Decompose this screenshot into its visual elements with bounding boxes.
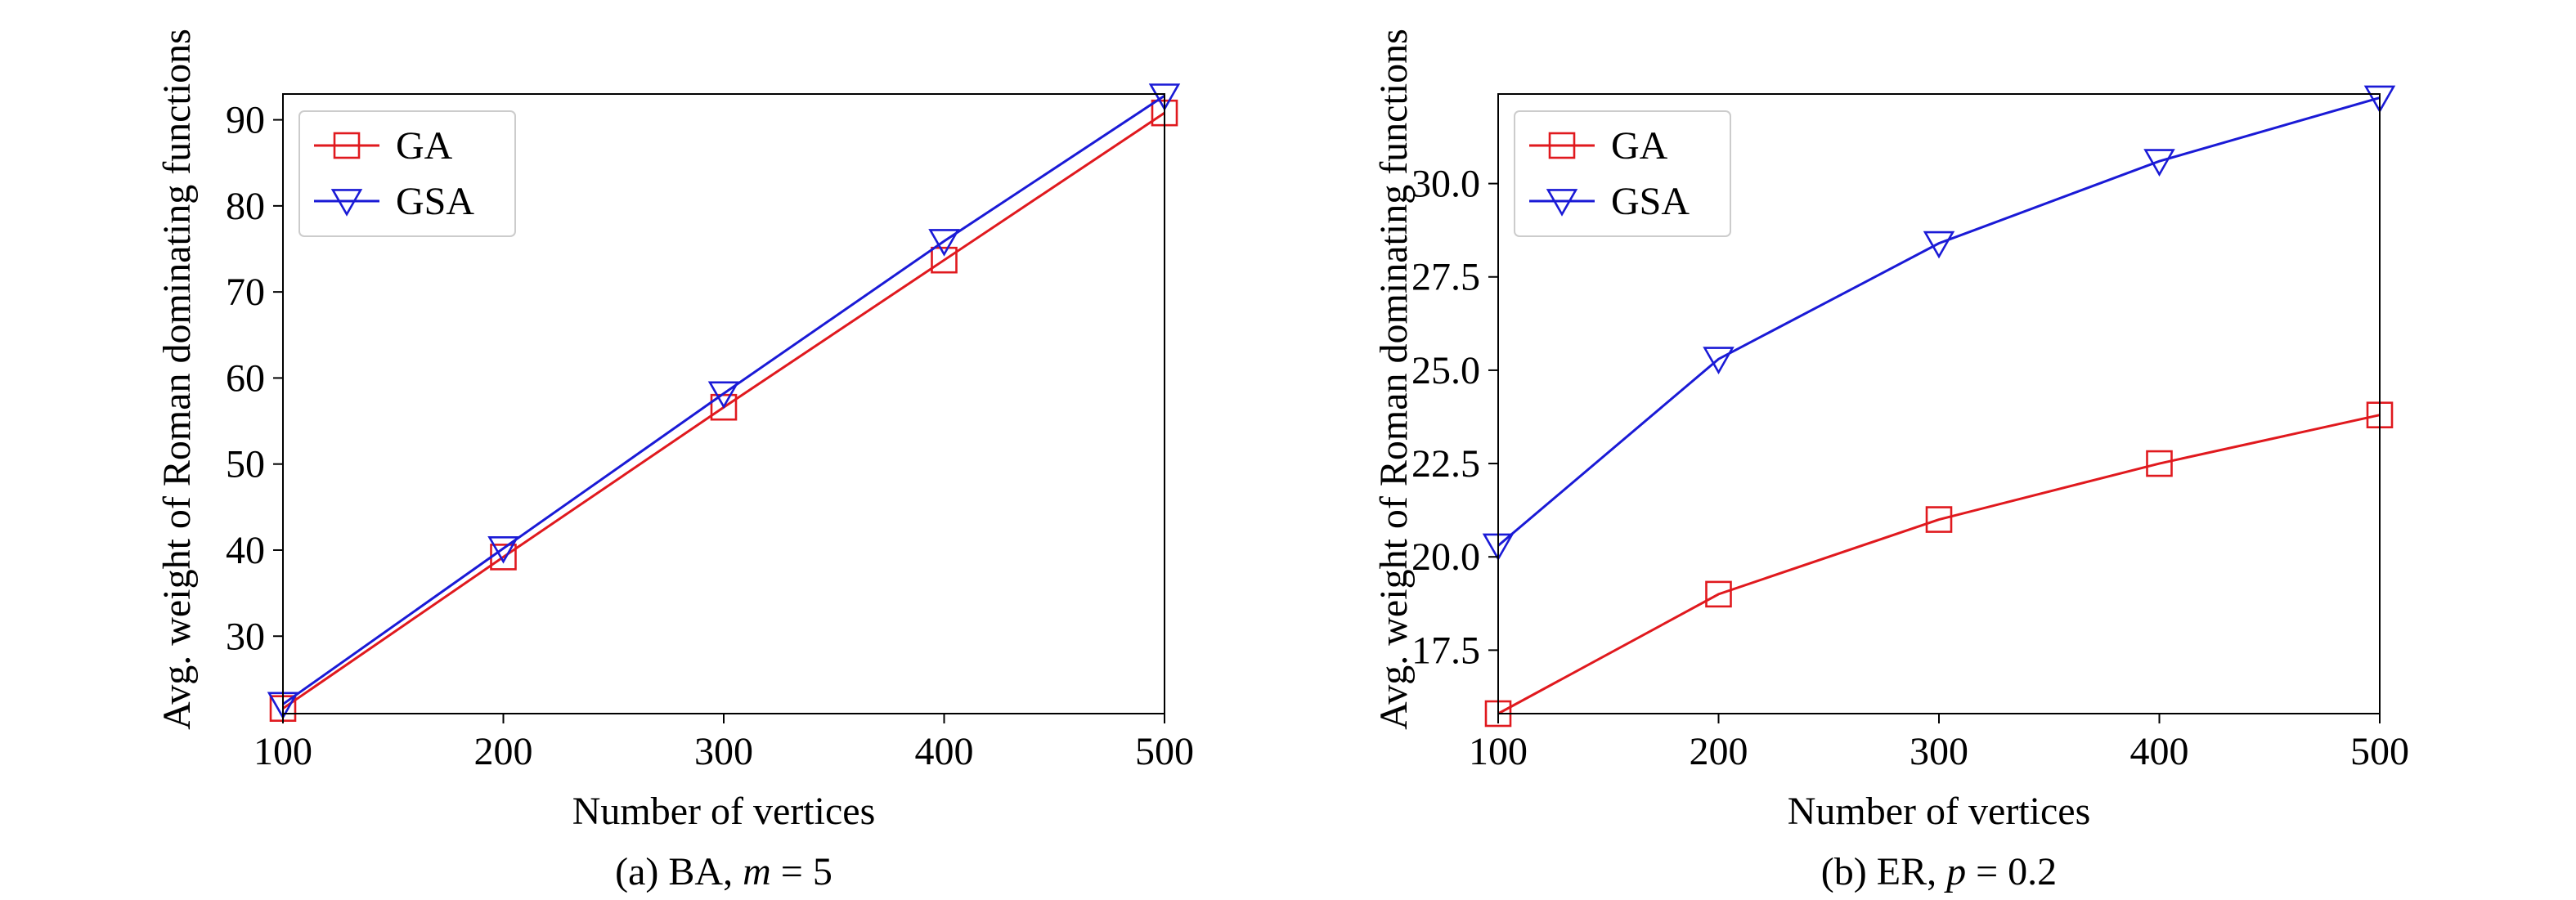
data-point-GSA-400 bbox=[928, 229, 960, 257]
y-tick-label: 60 bbox=[226, 356, 265, 400]
x-axis-label: Number of vertices bbox=[572, 790, 876, 833]
caption-suffix: = 5 bbox=[771, 850, 832, 893]
data-point-GSA-400 bbox=[2143, 149, 2175, 177]
y-tick-label: 80 bbox=[226, 185, 265, 228]
data-point-GA-400 bbox=[931, 246, 958, 274]
legend: GA GSA bbox=[298, 110, 516, 237]
y-tick-label: 30.0 bbox=[1411, 163, 1480, 206]
chart-panel-1: 100 200 300 400 500 17.5 20.0 22.5 25.0 27.5 30.0 N… bbox=[1372, 29, 2409, 893]
legend-marker-GSA bbox=[1546, 189, 1578, 217]
x-axis-label: Number of vertices bbox=[1788, 790, 2091, 833]
caption-prefix: (a) BA, bbox=[615, 850, 743, 893]
legend-label-GA: GA bbox=[1611, 124, 1668, 168]
legend-marker-GSA bbox=[330, 189, 363, 217]
data-point-GSA-500 bbox=[2363, 85, 2396, 114]
y-tick-label: 25.0 bbox=[1411, 349, 1480, 392]
x-tick-label: 200 bbox=[474, 730, 533, 773]
y-axis-label: Avg. weight of Roman dominating function… bbox=[155, 29, 199, 730]
y-tick-label: 22.5 bbox=[1411, 442, 1480, 486]
plot-area bbox=[267, 83, 1181, 722]
series-line-GSA bbox=[282, 94, 1165, 705]
plot-area bbox=[1482, 85, 2396, 728]
legend-label-GSA: GSA bbox=[1611, 180, 1690, 223]
x-tick-label: 400 bbox=[915, 730, 974, 773]
y-tick-label: 40 bbox=[226, 529, 265, 572]
data-point-GSA-200 bbox=[487, 535, 519, 564]
y-tick-label: 30 bbox=[226, 615, 265, 658]
x-tick-label: 100 bbox=[254, 730, 312, 773]
data-point-GA-300 bbox=[710, 393, 738, 421]
y-tick-label: 27.5 bbox=[1411, 256, 1480, 299]
x-tick-label: 400 bbox=[2130, 730, 2189, 773]
data-point-GSA-200 bbox=[1703, 347, 1735, 374]
x-tick-label: 200 bbox=[1690, 730, 1748, 773]
legend-marker-GA bbox=[1548, 132, 1576, 159]
x-tick-label: 300 bbox=[1910, 730, 1968, 773]
series-line-GSA bbox=[1497, 96, 2381, 547]
caption-variable: m bbox=[743, 850, 771, 893]
chart-panel-0: 100 200 300 400 500 30 40 50 60 70 80 90 Number of v… bbox=[155, 29, 1194, 893]
x-tick-label: 300 bbox=[694, 730, 753, 773]
y-tick-label: 17.5 bbox=[1411, 629, 1480, 672]
y-tick-label: 70 bbox=[226, 271, 265, 314]
x-tick-label: 500 bbox=[1135, 730, 1194, 773]
data-point-GSA-300 bbox=[707, 381, 740, 410]
y-tick-label: 90 bbox=[226, 99, 265, 142]
data-point-GSA-300 bbox=[1923, 231, 1955, 259]
panel-caption: (b) ER, p = 0.2 bbox=[1821, 850, 2057, 893]
legend-label-GSA: GSA bbox=[396, 180, 474, 223]
data-point-GA-400 bbox=[2146, 450, 2173, 477]
data-point-GSA-500 bbox=[1148, 83, 1181, 111]
legend-marker-GA bbox=[333, 132, 361, 159]
y-axis-label: Avg. weight of Roman dominating function… bbox=[1372, 29, 1416, 730]
data-point-GA-200 bbox=[1705, 580, 1732, 608]
panel-caption: (a) BA, m = 5 bbox=[615, 850, 832, 893]
data-point-GA-300 bbox=[1925, 506, 1953, 533]
legend-label-GA: GA bbox=[396, 124, 453, 168]
series-line-GA bbox=[1497, 414, 2381, 715]
x-tick-label: 500 bbox=[2350, 730, 2409, 773]
y-tick-label: 20.0 bbox=[1411, 535, 1480, 579]
caption-variable: p bbox=[1944, 850, 1966, 893]
x-tick-label: 100 bbox=[1469, 730, 1528, 773]
y-tick-label: 50 bbox=[226, 443, 265, 486]
legend: GA GSA bbox=[1514, 110, 1731, 237]
caption-suffix: = 0.2 bbox=[1966, 850, 2057, 893]
caption-prefix: (b) ER, bbox=[1821, 850, 1946, 893]
